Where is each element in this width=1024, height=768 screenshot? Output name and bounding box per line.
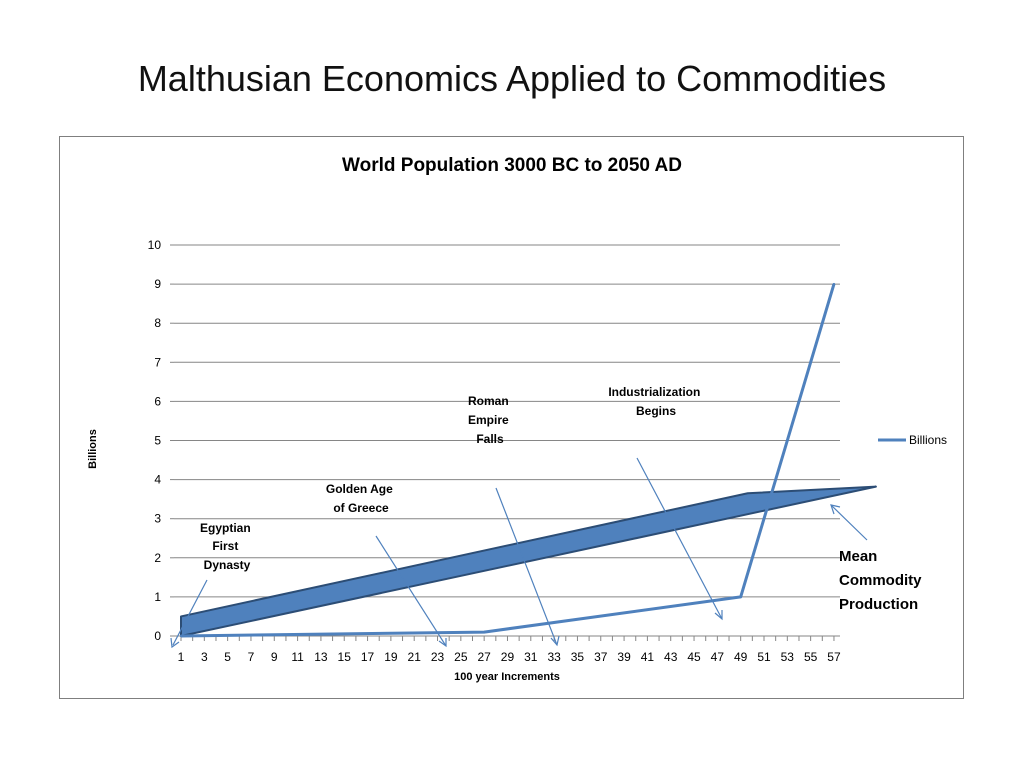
annotation-egyptian: Egyptian First Dynasty: [200, 521, 254, 572]
annotation-commodity: Mean Commodity Production: [839, 548, 926, 613]
arrow-rome: [495, 487, 558, 646]
annotation-greece: Golden Age of Greece: [326, 482, 396, 515]
arrow-greece: [375, 535, 447, 647]
annotation-rome: Roman Empire Falls: [468, 394, 512, 446]
arrow-commodity: [830, 504, 868, 541]
population-series-line: [180, 283, 836, 638]
y-axis-label: Billions: [87, 429, 99, 469]
x-tick-label: 19: [384, 650, 398, 664]
series-point: [482, 630, 486, 634]
x-tick-label: 53: [781, 650, 795, 664]
annotation-industrial-line: Begins: [636, 404, 676, 418]
annotation-industrial-line: Industrialization: [608, 385, 700, 399]
x-tick-label: 13: [314, 650, 328, 664]
x-tick-label: 47: [711, 650, 725, 664]
arrowhead-commodity: [830, 504, 841, 515]
x-tick-label: 11: [291, 650, 304, 664]
y-tick-label: 6: [154, 394, 161, 408]
x-tick-label: 25: [454, 650, 468, 664]
annotation-rome-line: Empire: [468, 413, 509, 427]
x-tick-label: 7: [248, 650, 255, 664]
x-tick-label: 3: [201, 650, 208, 664]
annotation-commodity-line: Production: [839, 596, 918, 613]
x-tick-labels: 1 3 5 7 9 11 13 15 17 19 21 23 25 27 29 31 33 35 37 39 41 43 4…: [178, 650, 841, 664]
chart-frame: [59, 136, 964, 699]
x-tick-label: 31: [524, 650, 538, 664]
y-tick-label: 1: [154, 590, 161, 604]
x-axis-label: 100 year Increments: [454, 671, 560, 683]
chart-title: World Population 3000 BC to 2050 AD: [342, 155, 682, 176]
y-tick-label: 2: [154, 551, 161, 565]
annotation-rome-line: Falls: [476, 432, 504, 446]
annotation-commodity-line: Mean: [839, 548, 877, 565]
x-tick-label: 5: [224, 650, 231, 664]
annotation-greece-line: Golden Age: [326, 482, 393, 496]
x-tick-label: 21: [408, 650, 422, 664]
x-tick-label: 49: [734, 650, 748, 664]
annotation-arrows: [170, 457, 868, 649]
annotation-greece-line: of Greece: [333, 501, 389, 515]
y-tick-labels: 0 1 2 3 4 5 6 7 8 9 10: [148, 238, 162, 643]
series-point: [179, 634, 183, 638]
y-tick-label: 8: [154, 316, 161, 330]
x-tick-label: 15: [338, 650, 352, 664]
y-tick-label: 4: [154, 473, 161, 487]
x-tick-label: 39: [617, 650, 631, 664]
x-tick-label: 1: [178, 650, 185, 664]
y-tick-label: 10: [148, 238, 162, 252]
x-tick-label: 57: [827, 650, 841, 664]
x-tick-label: 45: [687, 650, 701, 664]
x-tick-label: 51: [757, 650, 771, 664]
x-tick-label: 35: [571, 650, 585, 664]
x-tick-label: 55: [804, 650, 818, 664]
annotation-rome-line: Roman: [468, 394, 509, 408]
arrowhead-egyptian: [170, 637, 180, 649]
y-tick-label: 5: [154, 434, 161, 448]
commodity-production-band: [180, 485, 877, 637]
x-tick-label: 23: [431, 650, 445, 664]
x-tick-label: 43: [664, 650, 678, 664]
x-tick-label: 41: [641, 650, 655, 664]
arrowhead-greece: [438, 638, 447, 648]
series-point: [832, 282, 836, 286]
arrow-industrial: [636, 457, 723, 620]
x-tick-label: 29: [501, 650, 515, 664]
x-tick-label: 17: [361, 650, 375, 664]
annotation-industrial: Industrialization Begins: [608, 385, 703, 418]
annotation-egyptian-line: First: [212, 539, 238, 553]
x-tick-label: 37: [594, 650, 608, 664]
arrowhead-rome: [550, 635, 560, 647]
y-tick-label: 3: [154, 512, 161, 526]
series-point: [739, 595, 742, 599]
grid-lines: [170, 244, 840, 641]
arrowhead-industrial: [714, 610, 723, 621]
y-tick-label: 0: [154, 629, 161, 643]
x-tick-label: 33: [547, 650, 561, 664]
y-tick-label: 9: [154, 277, 161, 291]
x-tick-label: 27: [477, 650, 491, 664]
x-tick-label: 9: [271, 650, 278, 664]
annotation-egyptian-line: Dynasty: [204, 558, 251, 572]
annotation-egyptian-line: Egyptian: [200, 521, 251, 535]
y-tick-label: 7: [154, 355, 161, 369]
legend-label: Billions: [909, 433, 947, 447]
arrow-egyptian: [172, 579, 208, 646]
series-points: [179, 282, 836, 638]
annotation-commodity-line: Commodity: [839, 572, 922, 589]
slide-title: Malthusian Economics Applied to Commodit…: [137, 58, 887, 99]
legend: Billions: [878, 433, 947, 447]
